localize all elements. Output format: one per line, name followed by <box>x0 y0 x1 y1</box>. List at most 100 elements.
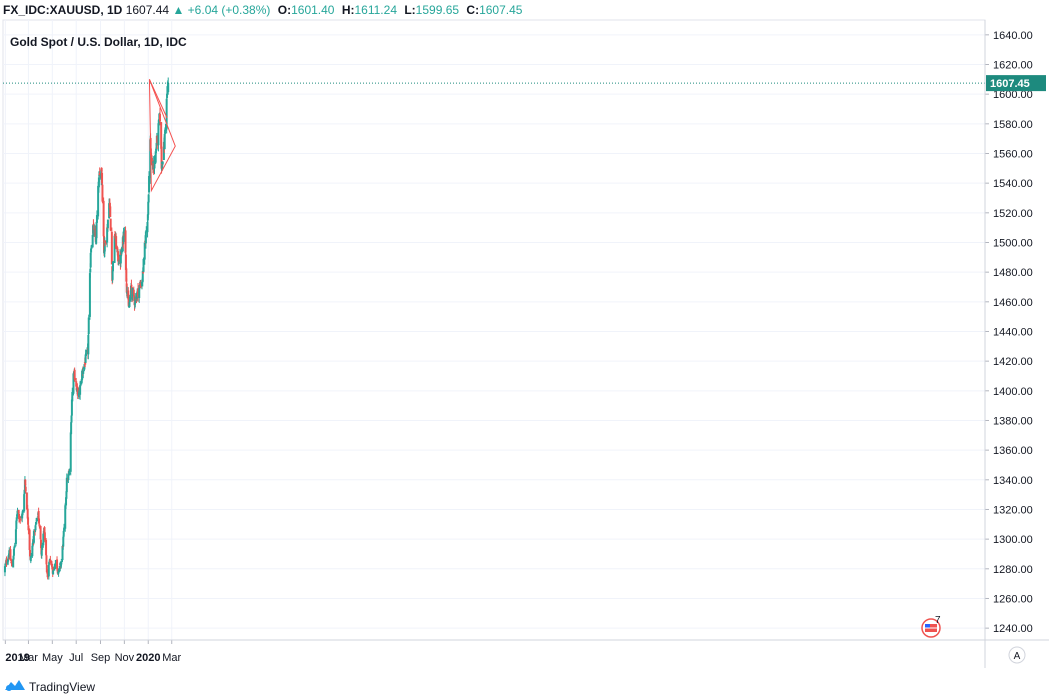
candle-body <box>142 271 145 273</box>
candle <box>40 549 43 559</box>
candle <box>57 568 60 577</box>
triangle-inner-trendline[interactable] <box>148 79 168 119</box>
candle-body <box>23 494 26 512</box>
price-tick-label: 1540.00 <box>993 178 1033 190</box>
candlestick-series <box>3 77 170 580</box>
candle-body <box>106 227 109 243</box>
candle-body <box>52 570 55 575</box>
candle-body <box>120 250 123 254</box>
candle <box>19 515 22 524</box>
candle <box>38 521 41 529</box>
price-tick-label: 1440.00 <box>993 326 1033 338</box>
candle-body <box>113 235 116 263</box>
price-tick-label: 1500.00 <box>993 237 1033 249</box>
candle-body <box>3 566 6 573</box>
candle-body <box>81 370 84 381</box>
drawing-layer <box>3 79 985 193</box>
candle-body <box>124 230 127 253</box>
candle-body <box>93 229 96 236</box>
time-tick-label: Mar <box>162 652 181 664</box>
time-tick-label: Nov <box>115 652 135 664</box>
candle <box>47 561 50 580</box>
candle-body <box>19 519 22 521</box>
candle-body <box>89 268 92 273</box>
candle-body <box>56 559 59 569</box>
candle-body <box>9 549 12 560</box>
candle-body <box>134 297 137 304</box>
price-tick-label: 1620.00 <box>993 59 1033 71</box>
price-tick-label: 1460.00 <box>993 297 1033 309</box>
candle <box>43 530 46 543</box>
candle-body <box>160 122 163 149</box>
symbol-name[interactable]: FX_IDC:XAUUSD, 1D <box>3 3 123 17</box>
candle <box>98 167 101 176</box>
triangle-pattern[interactable] <box>148 79 176 193</box>
price-tick-label: 1240.00 <box>993 623 1033 635</box>
price-tick-label: 1400.00 <box>993 386 1033 398</box>
price-tick-label: 1280.00 <box>993 564 1033 576</box>
candle-body <box>166 93 169 98</box>
candle <box>109 218 112 232</box>
candle-body <box>65 491 68 499</box>
candle-body <box>95 221 98 239</box>
candle-body <box>116 247 119 253</box>
candle-body <box>142 258 145 272</box>
candle <box>5 556 8 567</box>
candle-body <box>26 508 29 519</box>
candle-body <box>38 524 41 526</box>
candle-body <box>84 353 87 356</box>
candle-body <box>160 146 163 169</box>
candle <box>139 280 142 289</box>
candle-body <box>57 570 60 574</box>
candle-body <box>106 219 109 229</box>
candle <box>76 386 79 400</box>
candle-body <box>147 194 150 203</box>
candle <box>123 226 126 238</box>
price-tick-label: 1320.00 <box>993 504 1033 516</box>
candle-body <box>5 559 8 564</box>
candle <box>87 332 90 360</box>
candle-body <box>98 173 101 176</box>
candle <box>126 286 129 299</box>
candle-body <box>84 362 87 365</box>
candle-body <box>167 83 170 93</box>
axis-mode-button[interactable]: A <box>1008 646 1026 664</box>
candle-body <box>122 231 125 242</box>
close-label: C: <box>466 3 480 17</box>
candle <box>87 314 90 335</box>
candle-body <box>61 545 64 561</box>
candle <box>54 559 57 564</box>
price-tick-label: 1420.00 <box>993 356 1033 368</box>
candle-body <box>128 298 131 302</box>
candle-body <box>56 568 59 571</box>
price-scale-label: 1607.45 <box>986 75 1046 92</box>
candle <box>74 373 77 382</box>
candle-body <box>164 127 167 131</box>
close-value: 1607.45 <box>479 3 523 17</box>
candle <box>128 294 131 307</box>
candle-body <box>62 536 65 547</box>
candle-body <box>14 529 17 545</box>
candle <box>63 523 66 535</box>
events-count: 7 <box>935 615 941 626</box>
candle-body <box>79 382 82 387</box>
candle-body <box>70 422 73 435</box>
candle-body <box>88 273 91 317</box>
events-flag-icon[interactable]: 7 <box>921 615 941 638</box>
candle-body <box>87 317 90 335</box>
tradingview-brand[interactable]: TradingView <box>4 678 95 696</box>
candle <box>46 569 49 580</box>
candle <box>156 134 159 150</box>
candle-body <box>16 510 19 515</box>
candle-body <box>141 270 144 282</box>
candle <box>30 552 33 560</box>
candle-body <box>153 160 156 169</box>
candle-body <box>64 505 67 529</box>
candle-body <box>100 167 103 172</box>
candle <box>41 542 44 551</box>
candle-body <box>34 523 37 525</box>
candle-body <box>119 253 122 264</box>
candle-body <box>28 529 31 551</box>
candle-body <box>95 237 98 244</box>
